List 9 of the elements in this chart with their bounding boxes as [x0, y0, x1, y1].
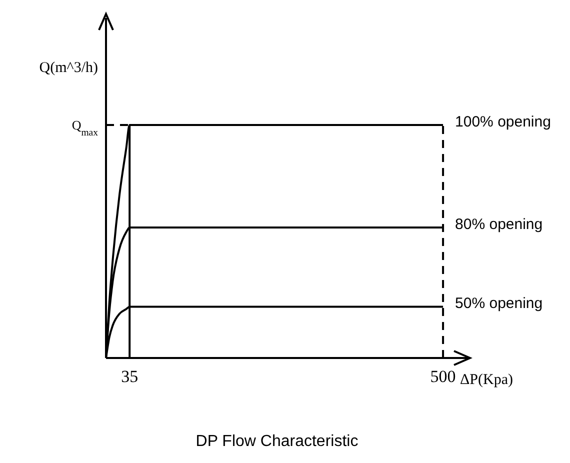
series-label: 100% opening [455, 114, 551, 130]
text: DP Flow Characteristic [196, 433, 358, 450]
series-label: 80% opening [455, 216, 543, 234]
x-tick-label: 35 [121, 367, 138, 386]
x-tick-label: 500 [430, 367, 456, 386]
series-label: 50% opening [455, 295, 543, 312]
x-axis-title: ΔP(Kpa) [460, 372, 513, 388]
y-axis-title: Q(m^3/h) [39, 60, 98, 76]
ref-line-label: Q$_{max}$ [72, 118, 98, 138]
